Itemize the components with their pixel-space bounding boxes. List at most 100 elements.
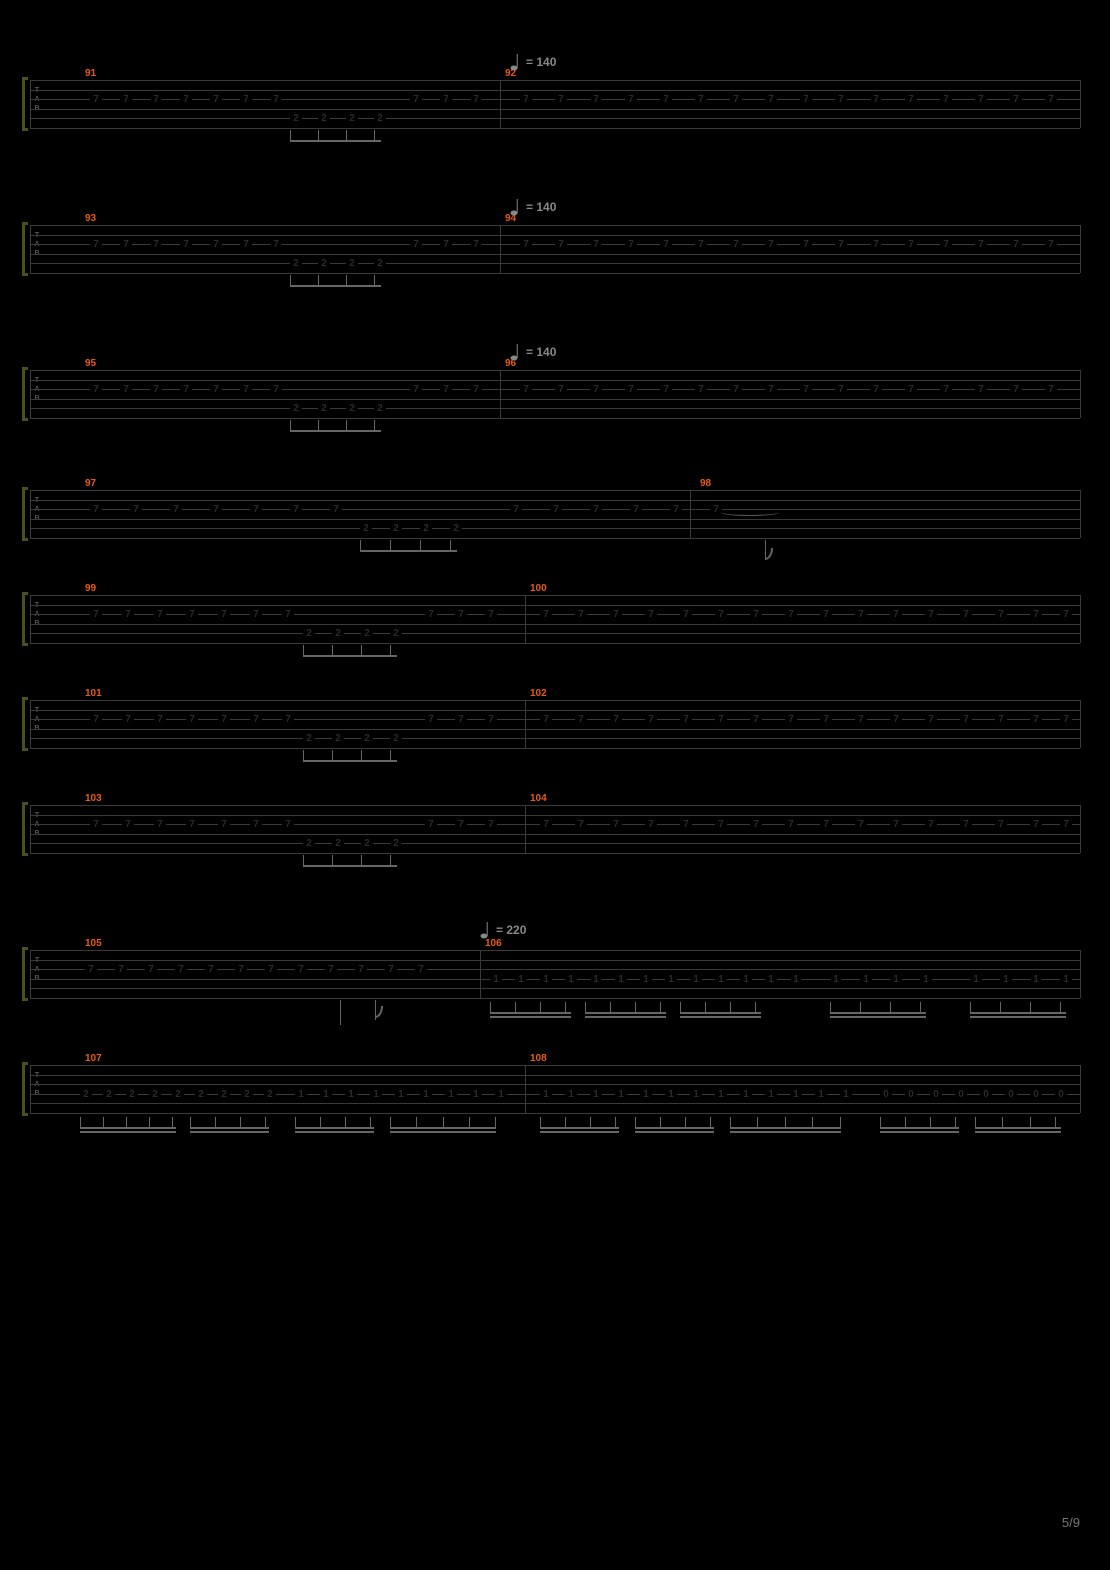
tab-note: 7 (940, 94, 952, 106)
tab-note: 7 (630, 504, 642, 516)
tab-note: 7 (520, 239, 532, 251)
tab-note: 7 (410, 239, 422, 251)
tab-note: 7 (115, 964, 127, 976)
tab-note: 7 (250, 819, 262, 831)
tab-note: 1 (540, 1089, 552, 1101)
tab-note: 7 (645, 819, 657, 831)
tempo-marking: = 220 (480, 920, 526, 940)
tab-note: 7 (750, 609, 762, 621)
tab-note: 7 (218, 714, 230, 726)
tab-note: 7 (835, 94, 847, 106)
tab-note: 7 (925, 819, 937, 831)
tab-note: 7 (270, 239, 282, 251)
tab-note: 7 (540, 714, 552, 726)
system-bracket (22, 592, 28, 646)
tab-note: 7 (520, 94, 532, 106)
tab-note: 7 (470, 384, 482, 396)
tab-note: 7 (670, 504, 682, 516)
barline (500, 370, 501, 418)
tab-note: 7 (154, 714, 166, 726)
tab-note: 7 (410, 94, 422, 106)
tab-note: 7 (555, 94, 567, 106)
tab-note: 7 (750, 819, 762, 831)
tab-note: 0 (955, 1089, 967, 1101)
tab-note: 2 (390, 838, 402, 850)
tab-note: 7 (590, 504, 602, 516)
tab-note: 7 (250, 504, 262, 516)
tab-note: 7 (1010, 384, 1022, 396)
tab-note: 2 (390, 523, 402, 535)
measure-number: 107 (85, 1053, 102, 1064)
tab-note: 7 (575, 819, 587, 831)
tab-note: 2 (303, 838, 315, 850)
tab-note: 7 (250, 714, 262, 726)
tab-note: 0 (905, 1089, 917, 1101)
tab-note: 7 (90, 609, 102, 621)
tab-note: 7 (540, 819, 552, 831)
tab-note: 7 (820, 819, 832, 831)
tab-note: 7 (765, 239, 777, 251)
tab-note: 7 (680, 609, 692, 621)
tab-note: 7 (610, 819, 622, 831)
system-bracket (22, 802, 28, 856)
tie (720, 508, 780, 516)
tab-note: 7 (555, 239, 567, 251)
tab-note: 2 (290, 403, 302, 415)
tab-note: 7 (205, 964, 217, 976)
tempo-marking: = 140 (510, 52, 556, 72)
tab-note: 2 (374, 258, 386, 270)
barline (30, 225, 31, 273)
tab-note: 7 (235, 964, 247, 976)
tab-note: 7 (540, 609, 552, 621)
tab-note: 0 (880, 1089, 892, 1101)
measure-number: 97 (85, 478, 96, 489)
tab-note: 7 (905, 239, 917, 251)
tab-note: 7 (180, 384, 192, 396)
tab-note: 7 (440, 384, 452, 396)
tab-note: 7 (785, 714, 797, 726)
tab-note: 7 (265, 964, 277, 976)
tab-note: 7 (855, 714, 867, 726)
tab-note: 7 (425, 819, 437, 831)
measure-number: 102 (530, 688, 547, 699)
tab-note: 1 (1000, 974, 1012, 986)
tab-note: 2 (149, 1089, 161, 1101)
barline (1080, 225, 1081, 273)
tab-note: 7 (975, 94, 987, 106)
tab-note: 7 (282, 714, 294, 726)
tab-note: 2 (290, 258, 302, 270)
tab-note: 7 (610, 609, 622, 621)
barline (1080, 80, 1081, 128)
tab-note: 1 (890, 974, 902, 986)
tab-note: 2 (361, 838, 373, 850)
measure-number: 98 (700, 478, 711, 489)
barline (30, 1065, 31, 1113)
tab-note: 0 (1030, 1089, 1042, 1101)
tab-note: 7 (645, 609, 657, 621)
tab-note: 7 (1010, 94, 1022, 106)
tab-note: 2 (103, 1089, 115, 1101)
tab-note: 7 (154, 819, 166, 831)
tab-note: 7 (410, 384, 422, 396)
measure-number: 93 (85, 213, 96, 224)
tab-note: 7 (715, 609, 727, 621)
tab-note: 7 (282, 819, 294, 831)
tab-note: 1 (320, 1089, 332, 1101)
page-number: 5/9 (1062, 1515, 1080, 1530)
tab-note: 7 (186, 819, 198, 831)
tab-note: 7 (925, 714, 937, 726)
tab-note: 7 (282, 609, 294, 621)
tab-note: 7 (820, 714, 832, 726)
barline (30, 700, 31, 748)
tab-note: 7 (1030, 819, 1042, 831)
tab-note: 7 (855, 609, 867, 621)
tab-note: 7 (835, 239, 847, 251)
measure-number: 101 (85, 688, 102, 699)
barline (525, 1065, 526, 1113)
tab-note: 7 (455, 609, 467, 621)
system-bracket (22, 947, 28, 1001)
tab-note: 7 (995, 609, 1007, 621)
tab-note: 2 (241, 1089, 253, 1101)
tab-note: 7 (175, 964, 187, 976)
tab-note: 7 (730, 239, 742, 251)
